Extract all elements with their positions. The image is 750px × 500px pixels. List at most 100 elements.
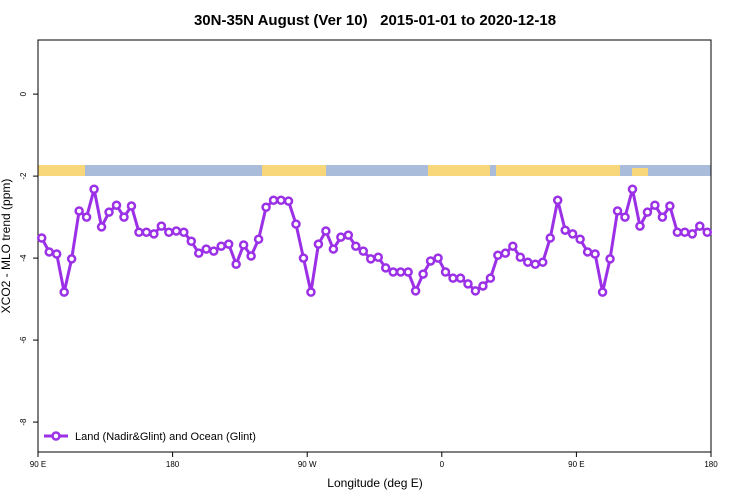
- point: [59, 287, 69, 297]
- point: [351, 241, 361, 251]
- point: [425, 256, 436, 266]
- surface-band: [38, 165, 711, 176]
- point: [635, 221, 645, 231]
- point: [66, 254, 77, 264]
- point: [44, 247, 54, 257]
- chart-title: 30N-35N August (Ver 10) 2015-01-01 to 20…: [194, 12, 556, 29]
- point: [321, 226, 331, 236]
- point: [418, 269, 428, 279]
- point: [672, 227, 683, 238]
- point: [657, 212, 668, 222]
- point: [201, 244, 211, 254]
- point: [336, 232, 346, 242]
- point: [650, 200, 660, 210]
- point: [493, 250, 503, 260]
- x-tick-label: 180: [704, 460, 718, 469]
- point: [208, 246, 219, 256]
- point: [74, 206, 84, 216]
- point: [358, 246, 369, 256]
- land-band: [632, 168, 648, 176]
- land-band: [428, 165, 490, 176]
- point: [463, 279, 473, 289]
- point: [291, 219, 301, 229]
- point: [410, 286, 421, 296]
- point: [268, 195, 279, 206]
- y-tick-label: -2: [19, 172, 28, 180]
- point: [642, 207, 653, 217]
- point: [597, 287, 608, 297]
- point: [380, 263, 391, 273]
- point: [96, 222, 107, 232]
- point: [238, 240, 249, 250]
- point: [575, 234, 585, 244]
- x-tick-label: 90 W: [298, 460, 317, 469]
- point: [283, 196, 294, 206]
- point: [373, 252, 383, 263]
- point: [605, 254, 615, 264]
- point: [141, 227, 152, 238]
- point: [500, 248, 511, 258]
- x-tick-label: 90 E: [30, 460, 46, 469]
- point: [313, 239, 324, 249]
- y-tick-label: -8: [19, 418, 28, 426]
- point: [89, 184, 99, 194]
- point: [366, 254, 376, 264]
- point: [253, 234, 264, 244]
- point: [104, 207, 114, 217]
- point: [164, 227, 174, 238]
- point: [149, 229, 159, 239]
- point: [702, 227, 713, 238]
- point: [620, 212, 630, 222]
- plot-frame: [37, 39, 712, 453]
- point: [395, 267, 406, 277]
- y-tick-label: -4: [19, 254, 28, 262]
- x-tick-label: 0: [440, 460, 445, 469]
- point: [276, 195, 286, 206]
- legend-label: Land (Nadir&Glint) and Ocean (Glint): [75, 431, 256, 443]
- point: [627, 184, 638, 194]
- point: [119, 212, 129, 222]
- point: [552, 195, 563, 206]
- point: [448, 273, 458, 283]
- x-axis-label: Longitude (deg E): [327, 476, 422, 490]
- point: [665, 201, 675, 211]
- ocean-band: [38, 165, 711, 176]
- point: [695, 221, 705, 231]
- point: [306, 287, 316, 297]
- series-line: [40, 188, 709, 295]
- point: [680, 227, 690, 238]
- point: [433, 253, 443, 263]
- point: [590, 249, 600, 259]
- point: [111, 200, 122, 210]
- point: [298, 253, 309, 263]
- point: [186, 236, 197, 247]
- point: [328, 244, 339, 254]
- point: [171, 226, 182, 236]
- point: [179, 227, 189, 238]
- point: [36, 233, 47, 243]
- land-band: [496, 165, 620, 176]
- point: [470, 286, 481, 296]
- land-band: [262, 165, 326, 176]
- point: [246, 251, 256, 261]
- x-tick-label: 180: [166, 460, 180, 469]
- point: [485, 273, 496, 283]
- point: [156, 221, 167, 231]
- point: [478, 281, 488, 291]
- point: [261, 202, 271, 213]
- point: [530, 259, 541, 269]
- point: [134, 227, 144, 238]
- point: [560, 225, 570, 235]
- y-tick-label: -6: [19, 336, 28, 344]
- y-axis-label: XCO2 - MLO trend (ppm): [0, 179, 13, 314]
- point: [51, 249, 62, 259]
- point: [687, 229, 698, 239]
- point: [582, 247, 593, 257]
- point: [403, 267, 413, 277]
- point: [515, 252, 526, 263]
- point: [545, 233, 555, 243]
- point: [523, 257, 533, 267]
- y-tick-label: 0: [19, 91, 28, 96]
